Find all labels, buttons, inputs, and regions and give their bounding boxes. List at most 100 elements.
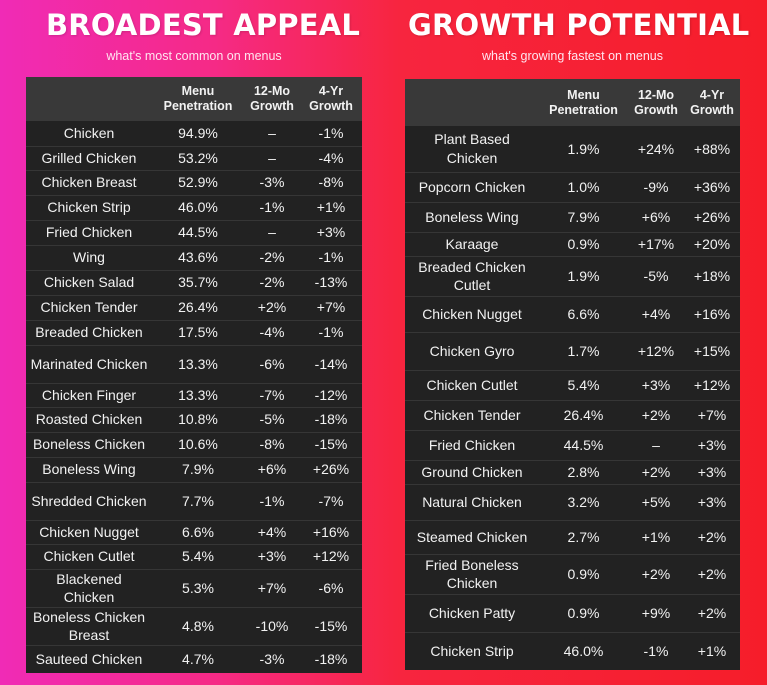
menu-penetration-cell: 43.6%	[152, 244, 244, 270]
item-name-cell: Plant Based Chicken	[434, 131, 510, 166]
item-name-cell: Chicken Tender	[26, 294, 152, 320]
item-name-cell: Breaded Chicken Cutlet	[405, 255, 539, 296]
item-name-cell: Boneless Wing	[26, 456, 152, 482]
four-year-growth-cell: +2%	[684, 519, 740, 554]
four-year-growth-cell: -18%	[300, 644, 362, 673]
twelve-month-growth-cell: +2%	[628, 459, 684, 484]
item-name-cell: Natural Chicken	[405, 483, 539, 520]
table-row: Boneless Chicken Breast 4.8% -10% -15%	[26, 606, 362, 645]
header-line: Penetration	[163, 99, 233, 113]
twelve-month-growth-cell: +6%	[628, 201, 684, 232]
table-row: Popcorn Chicken 1.0% -9% +36%	[405, 171, 740, 202]
twelve-month-growth-cell: +2%	[628, 399, 684, 430]
item-name-cell: Marinated Chicken	[26, 344, 152, 383]
header-line: Menu	[181, 84, 215, 98]
broadest-appeal-subtitle: what's most common on menus	[106, 49, 282, 63]
twelve-month-growth-cell: -2%	[244, 269, 300, 295]
twelve-month-growth-cell: +17%	[628, 231, 684, 256]
menu-penetration-cell: 44.5%	[539, 429, 628, 460]
header-line: Growth	[634, 102, 678, 117]
item-name-cell: Steamed Chicken	[405, 519, 539, 554]
twelve-month-growth-cell: +24%	[637, 140, 675, 157]
menu-penetration-cell: 3.2%	[539, 483, 628, 520]
item-name-cell: Fried Chicken	[405, 429, 539, 460]
menu-penetration-cell: 0.9%	[539, 593, 628, 632]
twelve-month-growth-cell: -1%	[244, 481, 300, 520]
twelve-month-growth-cell: +4%	[628, 295, 684, 332]
menu-penetration-cell: 7.9%	[152, 456, 244, 482]
header-line: 12-Mo	[637, 87, 675, 102]
header-line: Menu	[567, 87, 600, 102]
item-name-cell: Blackened Chicken	[26, 568, 152, 607]
twelve-month-growth-cell: -3%	[244, 169, 300, 195]
table-row: Chicken Salad 35.7% -2% -13%	[26, 269, 362, 295]
menu-penetration-cell: 1.0%	[539, 171, 628, 202]
item-column-header	[26, 77, 152, 121]
twelve-month-growth-cell: -4%	[244, 319, 300, 345]
item-name-cell: Chicken Nugget	[405, 295, 539, 332]
four-year-growth-cell: -1%	[318, 125, 344, 141]
menu-penetration-header: Menu Penetration	[152, 77, 244, 121]
menu-penetration-cell: 5.4%	[152, 543, 244, 569]
item-name-cell: Fried Boneless Chicken	[405, 553, 539, 594]
twelve-month-growth-cell: -6%	[244, 344, 300, 383]
menu-penetration-cell: 6.6%	[152, 519, 244, 544]
four-year-growth-cell: -13%	[300, 269, 362, 295]
four-year-growth-cell: +36%	[684, 171, 740, 202]
item-name-cell: Boneless Wing	[405, 201, 539, 232]
table-row: Sauteed Chicken 4.7% -3% -18%	[26, 644, 362, 673]
header-line: 12-Mo	[253, 84, 291, 98]
twelve-month-growth-cell: -3%	[244, 644, 300, 673]
menu-penetration-cell: 44.5%	[152, 219, 244, 245]
item-name-cell: Grilled Chicken	[26, 145, 152, 170]
menu-penetration-cell: 26.4%	[539, 399, 628, 430]
item-name-cell: Ground Chicken	[405, 459, 539, 484]
item-name-cell: Chicken Tender	[405, 399, 539, 430]
twelve-month-growth-cell: +2%	[628, 553, 684, 594]
twelve-month-growth-cell: +6%	[244, 456, 300, 482]
header-line: Growth	[250, 99, 294, 113]
item-name-cell: Chicken Patty	[405, 593, 539, 632]
twelve-month-growth-cell: -1%	[628, 631, 684, 670]
menu-penetration-cell: 4.7%	[152, 644, 244, 673]
table-row: Wing 43.6% -2% -1%	[26, 244, 362, 270]
item-name-cell: Karaage	[405, 231, 539, 256]
twelve-month-growth-cell: +4%	[244, 519, 300, 544]
menu-penetration-cell: 52.9%	[152, 169, 244, 195]
item-name-cell: Wing	[26, 244, 152, 270]
item-name-cell: Shredded Chicken	[26, 481, 152, 520]
twelve-month-growth-cell: –	[244, 145, 300, 170]
item-name-cell: Chicken Breast	[26, 169, 152, 195]
twelve-month-growth-cell: -7%	[244, 382, 300, 407]
table-row: Shredded Chicken 7.7% -1% -7%	[26, 481, 362, 520]
table-row: Boneless Chicken 10.6% -8% -15%	[26, 431, 362, 457]
menu-penetration-cell: 1.9%	[539, 255, 628, 296]
item-name-cell: Chicken Strip	[405, 631, 539, 670]
table-row: Chicken Gyro 1.7% +12% +15%	[405, 331, 740, 370]
menu-penetration-cell: 0.9%	[539, 231, 628, 256]
table-row: Fried Chicken 44.5% – +3%	[26, 219, 362, 245]
menu-penetration-cell: 1.7%	[539, 331, 628, 370]
growth-potential-subtitle: what's growing fastest on menus	[482, 49, 663, 63]
four-year-growth-cell: -12%	[300, 382, 362, 407]
menu-penetration-cell: 26.4%	[152, 294, 244, 320]
four-year-growth-cell: -15%	[300, 431, 362, 457]
four-year-growth-cell: +3%	[684, 429, 740, 460]
table-row: Chicken Strip 46.0% -1% +1%	[26, 194, 362, 220]
four-year-growth-cell: -4%	[300, 145, 362, 170]
table-row: Chicken Strip 46.0% -1% +1%	[405, 631, 740, 670]
menu-penetration-cell: 0.9%	[539, 553, 628, 594]
twelve-month-growth-cell: -5%	[244, 406, 300, 432]
menu-penetration-cell: 13.3%	[152, 382, 244, 407]
table-row: Grilled Chicken 53.2% – -4%	[26, 145, 362, 170]
twelve-month-growth-cell: –	[244, 219, 300, 245]
twelve-month-growth-cell: –	[268, 125, 276, 141]
table-row: Chicken Cutlet 5.4% +3% +12%	[26, 543, 362, 569]
twelve-month-growth-cell: -9%	[628, 171, 684, 202]
menu-penetration-cell: 6.6%	[539, 295, 628, 332]
four-year-growth-cell: +3%	[300, 219, 362, 245]
twelve-month-growth-cell: +9%	[628, 593, 684, 632]
four-year-growth-cell: +26%	[300, 456, 362, 482]
table-row: Ground Chicken 2.8% +2% +3%	[405, 459, 740, 484]
menu-penetration-cell: 13.3%	[152, 344, 244, 383]
